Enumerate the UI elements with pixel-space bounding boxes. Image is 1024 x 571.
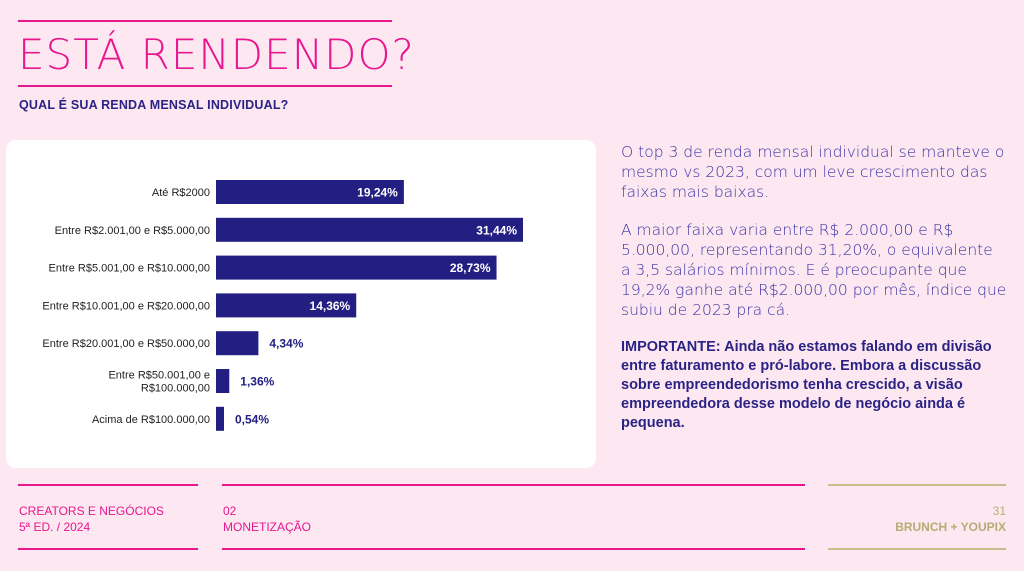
footer-brand: BRUNCH + YOUPIX (895, 520, 1006, 534)
bar-3 (216, 293, 357, 318)
footer-publication: CREATORS E NEGÓCIOS 5ª ED. / 2024 (19, 503, 164, 535)
footer-brand-block: 31 BRUNCH + YOUPIX (895, 503, 1006, 535)
value-label-5: 1,36% (240, 375, 274, 389)
category-label-1: Entre R$2.001,00 e R$5.000,00 (55, 225, 210, 237)
commentary: O top 3 de renda mensal individual se ma… (621, 142, 1007, 451)
commentary-paragraph-1: O top 3 de renda mensal individual se ma… (621, 143, 1005, 201)
bar-0 (216, 180, 404, 204)
page-title: ESTÁ RENDENDO? (18, 30, 415, 79)
bar-1 (216, 217, 523, 242)
value-label-6: 0,54% (235, 412, 269, 426)
footer-right-top-rule (828, 484, 1006, 486)
footer-section-name: MONETIZAÇÃO (223, 520, 312, 534)
footer-section-number: 02 (223, 504, 237, 518)
footer-section: 02 MONETIZAÇÃO (223, 503, 311, 535)
value-label-1: 31,44% (476, 223, 517, 237)
chart-card: Até R$2000 19,24% Entre R$2.001,00 e R$5.0… (6, 140, 596, 468)
category-label-5: Entre R$50.001,00 e R$100.000,00 (108, 370, 210, 395)
bar-6 (216, 406, 224, 431)
commentary-paragraph-2: A maior faixa varia entre R$ 2.000,00 e … (621, 221, 1007, 319)
footer-mid-bottom-rule (222, 548, 805, 550)
value-label-2: 28,73% (450, 261, 491, 275)
value-label-0: 19,24% (357, 186, 398, 200)
category-label-2: Entre R$5.001,00 e R$10.000,00 (49, 263, 210, 275)
footer-right-bottom-rule (828, 548, 1006, 550)
bar-5 (216, 369, 230, 393)
bar-2 (216, 255, 497, 280)
category-label-3: Entre R$10.001,00 e R$20.000,00 (42, 300, 210, 312)
value-label-3: 14,36% (310, 299, 351, 313)
footer-left-top-rule (18, 484, 198, 486)
page-number: 31 (992, 504, 1006, 518)
title-top-rule (18, 20, 392, 22)
footer-mid-top-rule (222, 484, 805, 486)
footer-publication-name: CREATORS E NEGÓCIOS (19, 504, 164, 518)
category-label-4: Entre R$20.001,00 e R$50.000,00 (42, 338, 210, 350)
important-note: IMPORTANTE: Ainda não estamos falando em… (621, 339, 992, 431)
footer-edition: 5ª ED. / 2024 (19, 520, 91, 534)
income-bar-chart: Até R$2000 19,24% Entre R$2.001,00 e R$5.0… (42, 180, 523, 431)
footer-left-bottom-rule (18, 548, 198, 550)
category-label-6: Acima de R$100.000,00 (92, 414, 210, 426)
title-bottom-rule (18, 85, 392, 87)
category-label-0: Até R$2000 (152, 187, 210, 199)
bar-4 (216, 331, 259, 356)
page-subtitle: QUAL É SUA RENDA MENSAL INDIVIDUAL? (19, 98, 289, 112)
value-label-4: 4,34% (269, 337, 303, 351)
